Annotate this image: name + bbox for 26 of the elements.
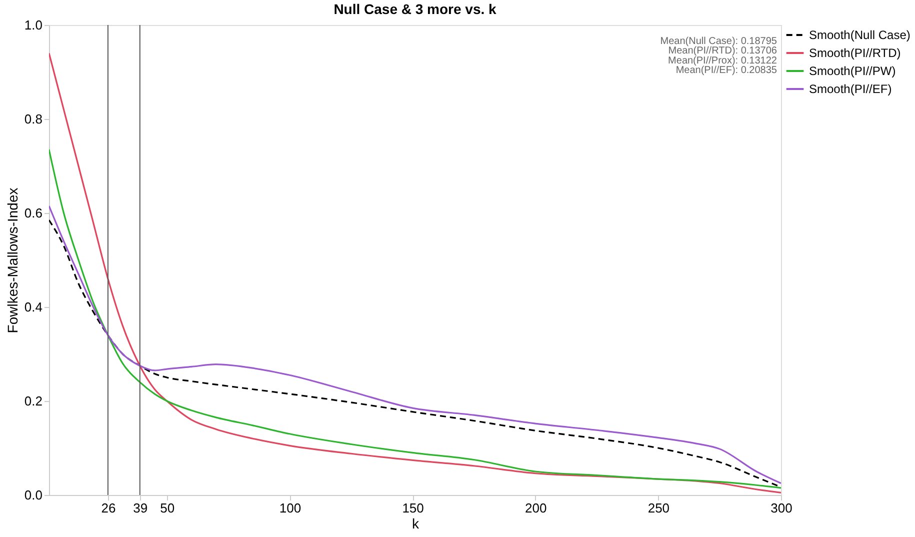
- line-series: [49, 148, 781, 489]
- y-tick-label: 1.0: [24, 18, 42, 32]
- y-tick-label: 0.6: [24, 206, 42, 220]
- chart-title: Null Case & 3 more vs. k: [334, 1, 497, 17]
- x-tick-label: 39: [133, 500, 148, 516]
- y-tick-label: 0.8: [24, 112, 42, 126]
- x-tick-label: 300: [770, 500, 792, 516]
- x-tick-label: 200: [525, 500, 547, 516]
- legend-label: Smooth(PI//PW): [809, 64, 896, 78]
- annotation: Mean(Null Case): 0.18795: [660, 36, 778, 47]
- legend-label: Smooth(PI//RTD): [809, 46, 901, 60]
- annotation: Mean(PI//RTD): 0.13706: [668, 46, 778, 57]
- x-tick-label: 26: [101, 500, 116, 516]
- x-tick-label: 50: [160, 500, 175, 516]
- x-tick-label: 100: [279, 500, 302, 516]
- x-tick-label: 250: [648, 500, 670, 516]
- y-tick-label: 0.2: [24, 394, 42, 408]
- annotation: Mean(PI//EF): 0.20835: [676, 65, 778, 76]
- y-axis-title: Fowlkes-Mallows-Index: [4, 188, 20, 334]
- annotation: Mean(PI//Prox): 0.13122: [668, 55, 778, 66]
- x-axis-title: k: [412, 516, 420, 532]
- legend-label: Smooth(Null Case): [809, 28, 910, 42]
- legend-label: Smooth(PI//EF): [809, 82, 892, 96]
- y-tick-label: 0.0: [24, 488, 42, 502]
- x-tick-label: 150: [402, 500, 424, 516]
- y-tick-label: 0.4: [24, 300, 42, 314]
